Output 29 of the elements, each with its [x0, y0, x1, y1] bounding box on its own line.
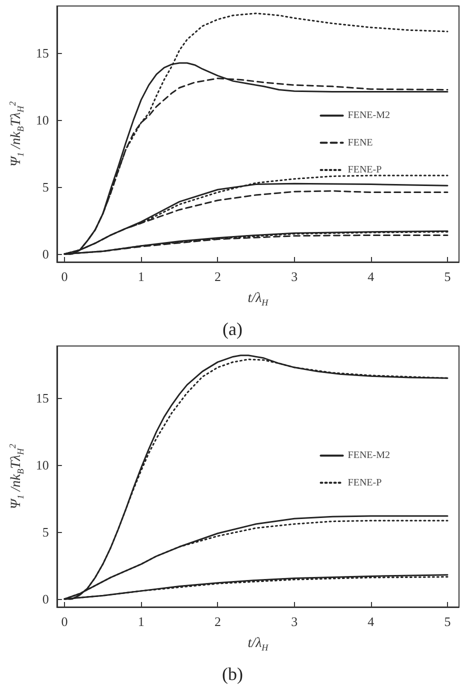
- y-tick-label: 15: [36, 45, 49, 60]
- x-tick-label: 5: [444, 614, 451, 629]
- y-axis-title: Ψ1 /nkBTλH2: [8, 100, 26, 167]
- x-tick-label: 1: [138, 269, 144, 284]
- x-tick-label: 5: [444, 269, 451, 284]
- legend-label: FENE-P: [348, 477, 382, 488]
- x-tick-label: 2: [214, 614, 221, 629]
- y-tick-label: 10: [36, 458, 49, 473]
- y-axis-title: Ψ1 /nkBTλH2: [8, 443, 26, 510]
- legend-label: FENE: [348, 137, 373, 148]
- y-tick-label: 10: [36, 112, 49, 128]
- x-tick-label: 1: [138, 614, 144, 629]
- x-tick-label: 0: [61, 614, 68, 629]
- y-tick-label: 5: [42, 179, 49, 194]
- y-tick-label: 0: [42, 591, 49, 606]
- y-tick-label: 15: [36, 390, 49, 406]
- y-tick-label: 0: [42, 246, 49, 262]
- x-tick-label: 4: [368, 269, 375, 284]
- legend-label: FENE-M2: [348, 450, 390, 462]
- text: (b): [222, 664, 244, 684]
- x-tick-label: 3: [291, 614, 298, 629]
- y-tick-label: 5: [42, 524, 49, 540]
- legend-label: FENE-M2: [348, 110, 390, 122]
- x-tick-label: 2: [214, 269, 221, 284]
- x-tick-label: 4: [368, 614, 375, 629]
- x-tick-label: 3: [291, 269, 298, 284]
- legend-label: FENE-P: [348, 164, 382, 176]
- text: (a): [222, 319, 242, 339]
- x-tick-label: 0: [61, 269, 68, 284]
